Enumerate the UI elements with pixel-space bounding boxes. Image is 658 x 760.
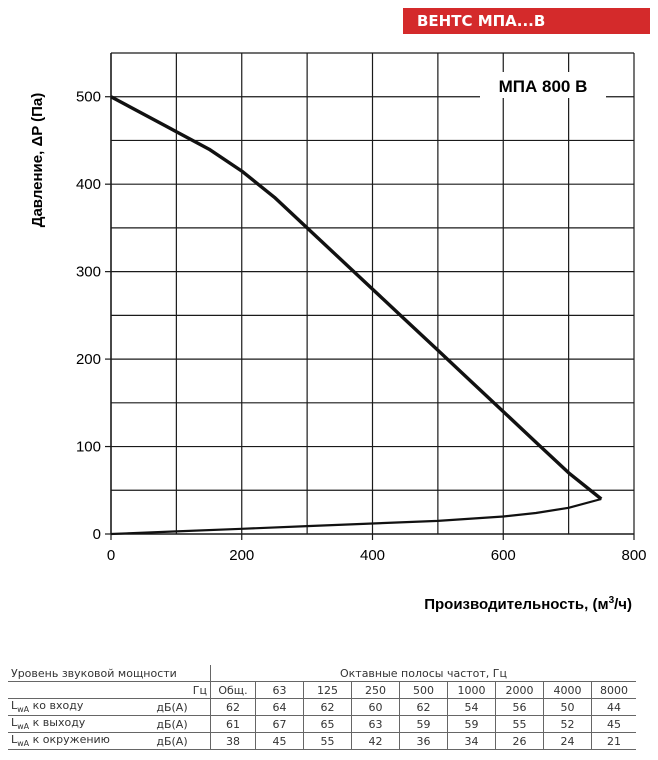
y-tick-label: 400 bbox=[76, 176, 101, 193]
row-unit: дБ(А) bbox=[134, 732, 211, 750]
value-cell: 21 bbox=[591, 732, 636, 750]
bands-title: Октавные полосы частот, Гц bbox=[210, 665, 636, 682]
row-unit: дБ(А) bbox=[134, 698, 211, 716]
x-tick-label: 800 bbox=[621, 547, 646, 564]
value-cell: 62 bbox=[303, 698, 352, 716]
table-title: Уровень звуковой мощности bbox=[8, 665, 211, 682]
row-label: LwA к выходу bbox=[8, 715, 134, 733]
value-cell: 45 bbox=[255, 732, 304, 750]
x-axis-label: Производительность, (м3/ч) bbox=[424, 595, 632, 613]
model-label-box bbox=[480, 72, 606, 98]
header-cell: 500 bbox=[399, 681, 448, 699]
y-axis-label: Давление, ΔP (Па) bbox=[29, 93, 46, 227]
table-row: LwA к окружению дБ(А) 38 45 55 42 36 34 … bbox=[8, 732, 636, 750]
row-label: LwA ко входу bbox=[8, 698, 134, 716]
value-cell: 59 bbox=[447, 715, 496, 733]
table-row: LwA к выходу дБ(А) 61 67 65 63 59 59 55 … bbox=[8, 715, 636, 733]
value-cell: 56 bbox=[495, 698, 544, 716]
system-curve bbox=[110, 497, 602, 536]
sound-power-table: Уровень звуковой мощности Октавные полос… bbox=[8, 665, 636, 750]
header-cell: 4000 bbox=[543, 681, 592, 699]
value-cell: 50 bbox=[543, 698, 592, 716]
value-cell: 61 bbox=[210, 715, 256, 733]
value-cell: 60 bbox=[351, 698, 400, 716]
value-cell: 67 bbox=[255, 715, 304, 733]
value-cell: 59 bbox=[399, 715, 448, 733]
header-cell: 1000 bbox=[447, 681, 496, 699]
value-cell: 34 bbox=[447, 732, 496, 750]
x-tick-label: 600 bbox=[491, 547, 516, 564]
row-unit: дБ(А) bbox=[134, 715, 211, 733]
value-cell: 24 bbox=[543, 732, 592, 750]
value-cell: 64 bbox=[255, 698, 304, 716]
table-row: LwA ко входу дБ(А) 62 64 62 60 62 54 56 … bbox=[8, 698, 636, 716]
unit-hz: Гц bbox=[134, 681, 211, 699]
y-tick-label: 0 bbox=[93, 526, 101, 543]
value-cell: 36 bbox=[399, 732, 448, 750]
header-cell: 63 bbox=[255, 681, 304, 699]
value-cell: 65 bbox=[303, 715, 352, 733]
value-cell: 62 bbox=[210, 698, 256, 716]
x-tick-label: 0 bbox=[107, 547, 115, 564]
chart-curves bbox=[110, 95, 603, 536]
header-cell: 125 bbox=[303, 681, 352, 699]
value-cell: 55 bbox=[303, 732, 352, 750]
header-cell: 8000 bbox=[591, 681, 636, 699]
value-cell: 63 bbox=[351, 715, 400, 733]
model-label: МПА 800 В bbox=[499, 77, 588, 96]
y-tick-label: 200 bbox=[76, 351, 101, 368]
value-cell: 52 bbox=[543, 715, 592, 733]
value-cell: 38 bbox=[210, 732, 256, 750]
value-cell: 44 bbox=[591, 698, 636, 716]
header-cell: 250 bbox=[351, 681, 400, 699]
row-label: LwA к окружению bbox=[8, 732, 134, 750]
y-tick-label: 300 bbox=[76, 264, 101, 281]
value-cell: 26 bbox=[495, 732, 544, 750]
y-tick-label: 100 bbox=[76, 439, 101, 456]
x-tick-label: 200 bbox=[229, 547, 254, 564]
value-cell: 45 bbox=[591, 715, 636, 733]
series-badge: ВЕНТС МПА...В bbox=[403, 8, 650, 34]
value-cell: 42 bbox=[351, 732, 400, 750]
y-tick-label: 500 bbox=[76, 89, 101, 106]
axis-ticks: 0 200 400 600 800 0 100 200 300 400 500 bbox=[76, 89, 647, 564]
value-cell: 54 bbox=[447, 698, 496, 716]
header-cell: 2000 bbox=[495, 681, 544, 699]
value-cell: 55 bbox=[495, 715, 544, 733]
pressure-curve bbox=[110, 95, 603, 501]
value-cell: 62 bbox=[399, 698, 448, 716]
x-tick-label: 400 bbox=[360, 547, 385, 564]
header-cell: Общ. bbox=[210, 681, 256, 699]
